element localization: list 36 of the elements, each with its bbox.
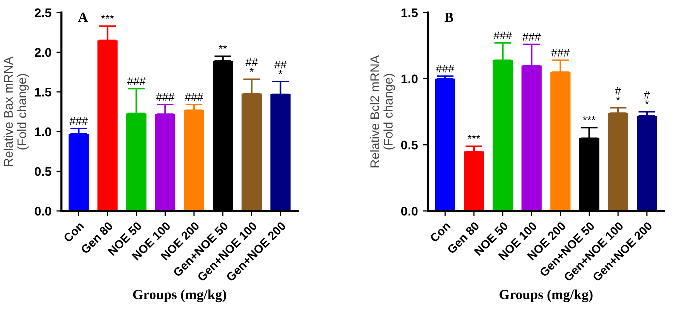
x-axis-title: Groups (mg/kg) — [500, 290, 593, 302]
annotation: ## * — [246, 58, 258, 72]
x-tick-label: Con — [430, 222, 451, 243]
annotation: ### — [436, 64, 455, 73]
y-tick-label: 2.5 — [34, 8, 52, 18]
y-tick-label: 1.5 — [35, 88, 52, 97]
annotation: ** — [218, 45, 228, 50]
y-tick-label: 1.0 — [35, 128, 52, 136]
annotation: ### — [127, 78, 146, 86]
annotation: # * — [644, 91, 650, 105]
chart-title: A — [78, 12, 88, 22]
annotation: ### — [185, 94, 204, 102]
annotation: ### — [70, 117, 88, 125]
y-tick-label: 1.0 — [402, 74, 418, 84]
annotation: *** — [583, 116, 596, 120]
bar — [435, 78, 456, 212]
annotation: ### — [494, 32, 512, 40]
annotation: *** — [468, 135, 480, 139]
y-tick-label: 0.5 — [35, 167, 52, 176]
y-axis-title: Relative Bax mRNA (Fold change) — [4, 56, 29, 166]
y-tick-label: 2.0 — [34, 48, 52, 58]
x-tick-label: Con — [63, 222, 85, 243]
annotation: ### — [156, 94, 175, 102]
y-axis-title: Relative Bcl2 mRNA (Fold change) — [370, 55, 396, 168]
chart-title: B — [444, 12, 454, 22]
annotation: *** — [101, 14, 114, 19]
annotation: # * — [615, 87, 622, 101]
annotation: ### — [551, 49, 570, 57]
bar — [637, 116, 658, 212]
annotation: ### — [522, 33, 542, 41]
y-tick-label: 0.5 — [401, 140, 418, 150]
annotation: ## * — [274, 60, 287, 74]
y-tick-label: 0.0 — [401, 207, 418, 216]
x-axis-title: Groups (mg/kg) — [133, 290, 226, 302]
y-tick-label: 0.0 — [35, 207, 52, 216]
y-tick-label: 1.5 — [402, 8, 418, 18]
